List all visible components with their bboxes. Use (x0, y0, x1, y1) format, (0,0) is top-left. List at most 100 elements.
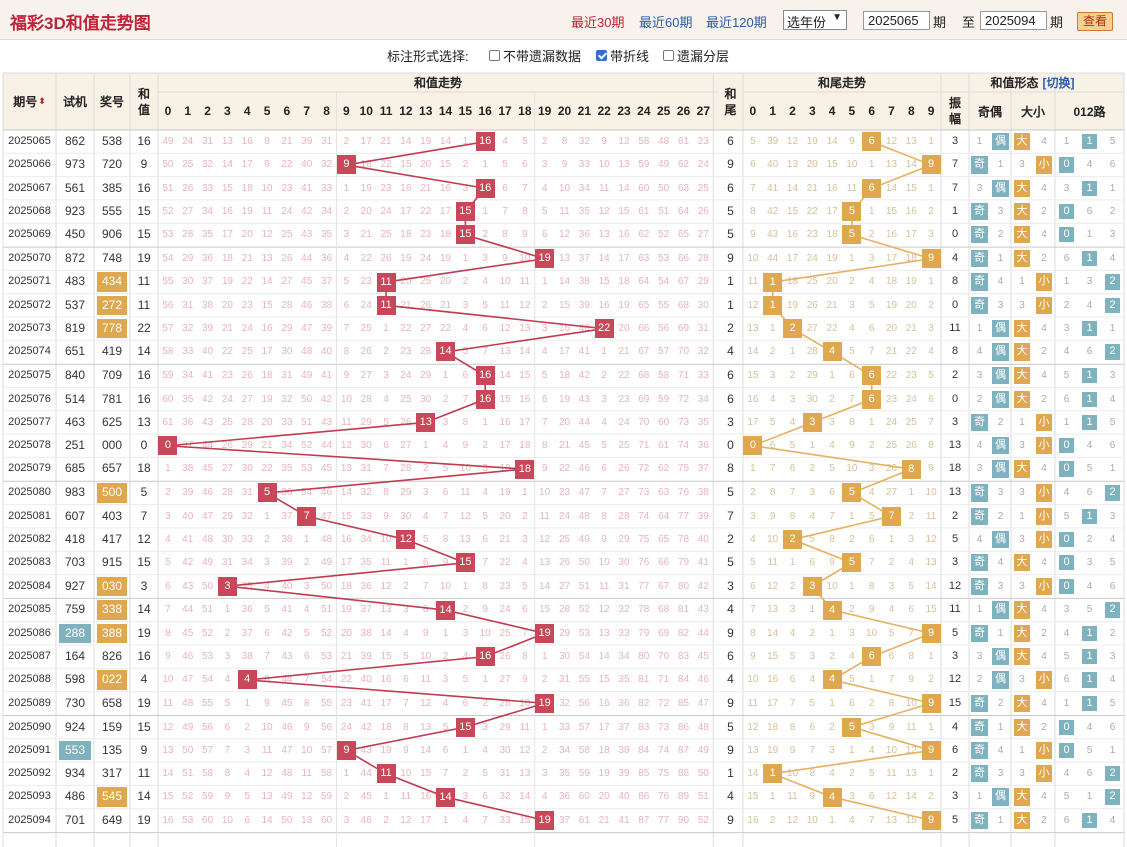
tail-miss-cell: 13 (925, 557, 937, 569)
tail-ball: 6 (862, 647, 882, 667)
from-period-input[interactable]: 2025065 (863, 11, 930, 30)
sum-miss-cell: 9 (482, 604, 488, 616)
checkbox-no-missing[interactable] (489, 50, 500, 61)
sum-miss-cell: 3 (601, 393, 607, 405)
tail-miss-cell: 5 (769, 416, 776, 428)
tail-miss-cell: 10 (747, 253, 759, 265)
sum-miss-cell: 1 (343, 768, 350, 780)
sum-miss-cell: 46 (202, 487, 214, 499)
option-polyline[interactable]: 带折线 (596, 46, 649, 65)
recent-120-link[interactable]: 最近120期 (706, 15, 767, 30)
year-select[interactable]: 选年份 ▼ (783, 10, 847, 30)
sum-miss-cell: 21 (618, 346, 630, 358)
sum-miss-cell: 22 (281, 159, 293, 171)
tail-miss-cell: 15 (786, 205, 799, 217)
tail-number-header: 9 (927, 104, 935, 118)
route-miss: 3 (1109, 229, 1116, 241)
sum-miss-cell: 54 (578, 651, 590, 662)
tail-miss-cell: 2 (829, 393, 835, 405)
sum-miss-cell: 11 (499, 299, 511, 311)
tail-cell: 6 (727, 180, 734, 195)
sum-miss-cell: 53 (301, 463, 313, 475)
tail-cell: 0 (727, 438, 734, 453)
sum-miss-cell: 8 (224, 768, 231, 780)
sum-miss-cell: 16 (558, 323, 571, 334)
sum-miss-cell: 7 (442, 510, 449, 522)
year-select-value: 选年份 (787, 15, 827, 30)
period-cell: 2025079 (8, 462, 51, 475)
tail-cell: 4 (727, 602, 734, 617)
sum-miss-cell: 40 (360, 674, 372, 686)
sum-miss-cell: 12 (598, 205, 610, 217)
sum-ball: 15 (455, 202, 475, 222)
tail-miss-cell: 17 (747, 416, 759, 428)
table-header-bg (3, 73, 1124, 130)
view-button[interactable]: 查看 (1077, 12, 1113, 31)
route-badge: 0 (1059, 203, 1074, 220)
sum-miss-cell: 60 (638, 182, 650, 194)
sum-miss-cell: 46 (281, 721, 293, 733)
sum-miss-cell: 31 (221, 557, 233, 569)
sum-miss-cell: 14 (558, 276, 571, 288)
option-no-missing[interactable]: 不带遗漏数据 (489, 46, 581, 65)
tail-trend-header: 和尾走势 (817, 76, 866, 90)
odd-badge: 奇 (971, 624, 988, 642)
sum-miss-cell: 10 (499, 276, 511, 288)
tail-miss-cell: 3 (750, 510, 756, 522)
sum-miss-cell: 21 (439, 299, 452, 311)
tail-miss-cell: 10 (846, 463, 858, 475)
sum-miss-cell: 39 (360, 651, 372, 662)
sum-miss-cell: 22 (439, 323, 452, 334)
sum-ball: 19 (535, 693, 555, 713)
sum-miss-cell: 6 (482, 323, 488, 334)
sum-cell: 16 (137, 391, 151, 406)
switch-link[interactable]: [切换] (1042, 76, 1075, 90)
even-badge: 偶 (992, 601, 1009, 619)
big-small-miss: 2 (1041, 627, 1047, 639)
sum-miss-cell: 3 (383, 370, 389, 382)
sum-miss-cell: 4 (343, 253, 350, 265)
sum-miss-cell: 52 (301, 440, 313, 452)
sum-number-header: 5 (263, 104, 271, 118)
option-missing-layer[interactable]: 遗漏分层 (663, 46, 729, 65)
sum-miss-cell: 43 (301, 229, 313, 241)
sum-miss-cell: 50 (281, 814, 293, 826)
checkbox-polyline[interactable] (596, 50, 607, 61)
sum-miss-cell: 33 (360, 510, 372, 522)
tail-ball: 5 (842, 553, 862, 573)
sum-miss-cell: 20 (558, 416, 571, 428)
checkbox-missing-layer[interactable] (663, 50, 674, 61)
tail-number-header: 0 (749, 104, 757, 118)
tail-cell: 5 (727, 227, 734, 242)
odd-even-miss: 4 (976, 533, 983, 545)
tail-miss-cell: 2 (769, 346, 776, 358)
sum-miss-cell: 13 (598, 627, 610, 639)
sum-miss-cell: 35 (360, 557, 372, 569)
sum-miss-cell: 51 (578, 580, 590, 592)
sum-miss-cell: 19 (598, 768, 610, 780)
recent-60-link[interactable]: 最近60期 (639, 15, 693, 30)
tail-miss-cell: 20 (905, 299, 917, 311)
sum-miss-cell: 63 (658, 487, 670, 499)
recent-30-link[interactable]: 最近30期 (571, 15, 625, 30)
sort-icon[interactable]: ⬍ (38, 96, 46, 106)
sum-miss-cell: 16 (499, 416, 511, 428)
trial-cell: 927 (64, 578, 86, 593)
sum-miss-cell: 1 (482, 159, 488, 171)
tail-miss-cell: 27 (806, 323, 818, 334)
sum-miss-cell: 43 (697, 604, 709, 616)
tail-miss-cell: 6 (888, 651, 895, 662)
sum-miss-cell: 38 (202, 299, 214, 311)
sum-miss-cell: 17 (241, 159, 253, 171)
sum-miss-cell: 74 (638, 510, 650, 522)
sum-miss-cell: 62 (638, 229, 650, 241)
route-badge: 0 (1059, 438, 1074, 454)
period-header[interactable]: 期号 ⬍ (3, 73, 56, 130)
tail-miss-cell: 25 (905, 416, 917, 428)
option-label: 遗漏分层 (677, 49, 730, 64)
sum-miss-cell: 47 (202, 510, 214, 522)
sum-miss-cell: 54 (658, 276, 670, 288)
to-period-input[interactable]: 2025094 (980, 11, 1047, 30)
tail-cell: 1 (727, 766, 734, 781)
odd-even-miss: 1 (997, 253, 1004, 265)
